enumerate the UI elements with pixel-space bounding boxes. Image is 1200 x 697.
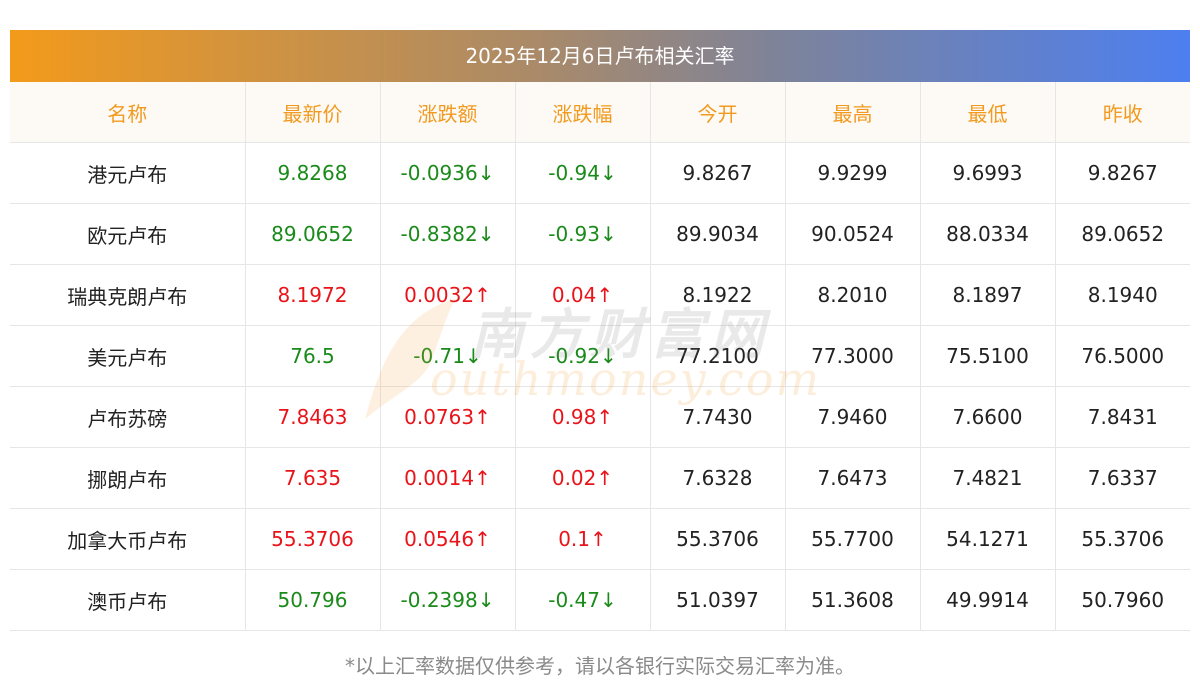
cell-name: 挪朗卢布 [10,447,246,509]
cell-change-pct: -0.47↓ [515,569,651,631]
cell-change-pct: 0.1↑ [515,508,651,570]
cell-low: 7.6600 [920,386,1056,448]
cell-change-pct: -0.93↓ [515,203,651,265]
disclaimer-footnote: *以上汇率数据仅供参考，请以各银行实际交易汇率为准。 [345,654,855,678]
header-name: 名称 [10,82,246,143]
cell-change-pct: 0.98↑ [515,386,651,448]
cell-latest: 76.5 [245,325,381,387]
cell-change: -0.71↓ [380,325,516,387]
cell-open: 89.9034 [650,203,786,265]
cell-change: 0.0546↑ [380,508,516,570]
cell-name: 欧元卢布 [10,203,246,265]
cell-high: 90.0524 [785,203,921,265]
cell-open: 51.0397 [650,569,786,631]
header-low: 最低 [920,82,1056,143]
cell-name: 美元卢布 [10,325,246,387]
table-row: 加拿大币卢布 55.3706 0.0546↑ 0.1↑ 55.3706 55.7… [10,508,1190,570]
cell-latest: 7.8463 [245,386,381,448]
cell-change-pct: 0.04↑ [515,264,651,326]
cell-latest: 89.0652 [245,203,381,265]
table-row: 卢布苏磅 7.8463 0.0763↑ 0.98↑ 7.7430 7.9460 … [10,386,1190,448]
cell-name: 澳币卢布 [10,569,246,631]
cell-change: 0.0032↑ [380,264,516,326]
header-high: 最高 [785,82,921,143]
cell-open: 55.3706 [650,508,786,570]
cell-open: 7.6328 [650,447,786,509]
header-latest: 最新价 [245,82,381,143]
cell-name: 港元卢布 [10,142,246,204]
cell-low: 88.0334 [920,203,1056,265]
header-prev-close: 昨收 [1055,82,1190,143]
cell-low: 9.6993 [920,142,1056,204]
header-row: 名称 最新价 涨跌额 涨跌幅 今开 最高 最低 昨收 [10,82,1190,143]
cell-high: 7.9460 [785,386,921,448]
cell-latest: 50.796 [245,569,381,631]
cell-open: 7.7430 [650,386,786,448]
rate-table-container: 2025年12月6日卢布相关汇率 名称 最新价 涨跌额 涨跌幅 今开 最高 最低… [10,30,1190,631]
header-change-pct: 涨跌幅 [515,82,651,143]
cell-high: 55.7700 [785,508,921,570]
cell-low: 75.5100 [920,325,1056,387]
table-row: 欧元卢布 89.0652 -0.8382↓ -0.93↓ 89.9034 90.… [10,203,1190,265]
cell-high: 8.2010 [785,264,921,326]
table-row: 挪朗卢布 7.635 0.0014↑ 0.02↑ 7.6328 7.6473 7… [10,447,1190,509]
cell-change: -0.0936↓ [380,142,516,204]
cell-open: 9.8267 [650,142,786,204]
cell-name: 卢布苏磅 [10,386,246,448]
cell-low: 7.4821 [920,447,1056,509]
cell-change: 0.0014↑ [380,447,516,509]
cell-latest: 55.3706 [245,508,381,570]
cell-name: 瑞典克朗卢布 [10,264,246,326]
table-row: 澳币卢布 50.796 -0.2398↓ -0.47↓ 51.0397 51.3… [10,569,1190,631]
cell-prev-close: 50.7960 [1055,569,1190,631]
cell-name: 加拿大币卢布 [10,508,246,570]
cell-change: -0.2398↓ [380,569,516,631]
cell-open: 77.2100 [650,325,786,387]
rate-table: 名称 最新价 涨跌额 涨跌幅 今开 最高 最低 昨收 港元卢布 9.8268 -… [10,82,1190,631]
table-row: 港元卢布 9.8268 -0.0936↓ -0.94↓ 9.8267 9.929… [10,142,1190,204]
table-row: 美元卢布 76.5 -0.71↓ -0.92↓ 77.2100 77.3000 … [10,325,1190,387]
cell-low: 8.1897 [920,264,1056,326]
cell-prev-close: 7.8431 [1055,386,1190,448]
cell-prev-close: 55.3706 [1055,508,1190,570]
cell-change-pct: -0.92↓ [515,325,651,387]
cell-high: 7.6473 [785,447,921,509]
cell-prev-close: 9.8267 [1055,142,1190,204]
cell-high: 51.3608 [785,569,921,631]
cell-latest: 9.8268 [245,142,381,204]
cell-prev-close: 76.5000 [1055,325,1190,387]
cell-prev-close: 89.0652 [1055,203,1190,265]
table-title: 2025年12月6日卢布相关汇率 [10,30,1190,82]
cell-high: 77.3000 [785,325,921,387]
table-row: 瑞典克朗卢布 8.1972 0.0032↑ 0.04↑ 8.1922 8.201… [10,264,1190,326]
header-open: 今开 [650,82,786,143]
cell-change-pct: 0.02↑ [515,447,651,509]
cell-open: 8.1922 [650,264,786,326]
cell-low: 54.1271 [920,508,1056,570]
header-change: 涨跌额 [380,82,516,143]
cell-change-pct: -0.94↓ [515,142,651,204]
cell-prev-close: 8.1940 [1055,264,1190,326]
cell-change: 0.0763↑ [380,386,516,448]
cell-latest: 7.635 [245,447,381,509]
cell-prev-close: 7.6337 [1055,447,1190,509]
cell-latest: 8.1972 [245,264,381,326]
cell-low: 49.9914 [920,569,1056,631]
cell-high: 9.9299 [785,142,921,204]
cell-change: -0.8382↓ [380,203,516,265]
